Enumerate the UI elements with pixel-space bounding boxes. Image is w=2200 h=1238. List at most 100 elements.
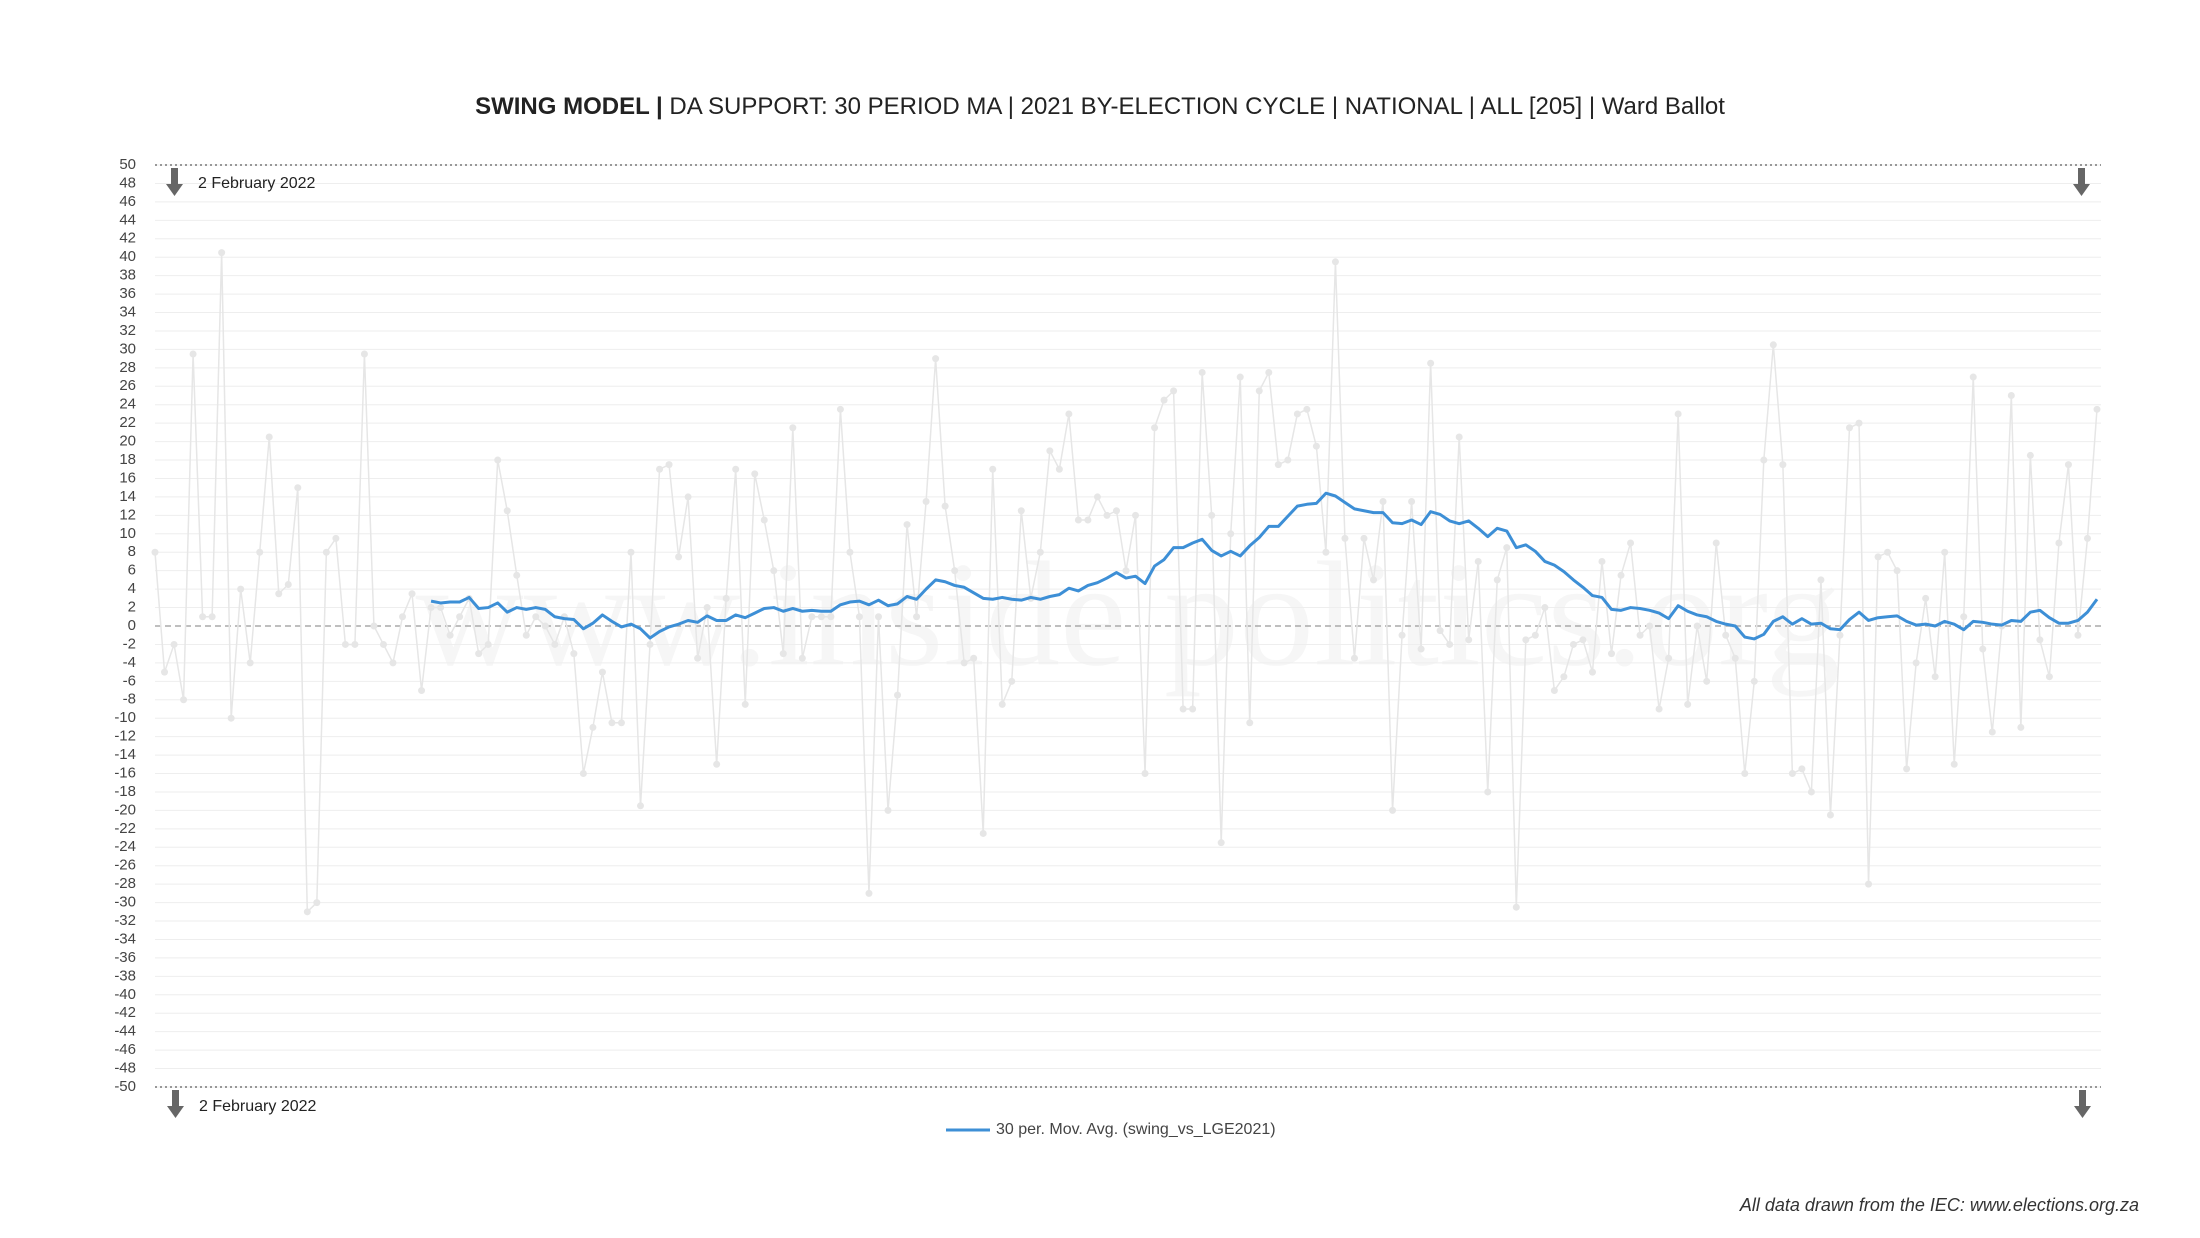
data-point — [1132, 511, 1140, 519]
legend-label: 30 per. Mov. Avg. (swing_vs_LGE2021) — [996, 1121, 1276, 1138]
data-point — [1217, 839, 1225, 847]
data-point — [675, 553, 683, 561]
data-point — [1674, 410, 1682, 418]
arrows — [166, 168, 2091, 1118]
y-tick-label: 42 — [119, 230, 136, 247]
data-point — [2083, 534, 2091, 542]
y-tick-label: -14 — [114, 746, 136, 763]
data-point — [1969, 373, 1977, 381]
data-point — [456, 613, 464, 621]
data-point — [1950, 760, 1958, 768]
y-tick-label: 18 — [119, 451, 136, 468]
y-tick-label: -46 — [114, 1041, 136, 1058]
arrow-shaft — [172, 1090, 179, 1108]
data-point — [1112, 507, 1120, 515]
y-tick-label: -32 — [114, 912, 136, 929]
data-point — [199, 613, 207, 621]
data-point — [2074, 631, 2082, 639]
y-tick-label: -8 — [123, 691, 136, 708]
y-tick-label: 50 — [119, 156, 136, 173]
data-point — [522, 631, 530, 639]
data-point — [1845, 424, 1853, 432]
data-point — [1588, 668, 1596, 676]
data-point — [1427, 359, 1435, 367]
data-point — [494, 456, 502, 464]
data-point — [189, 350, 197, 358]
data-point — [284, 581, 292, 589]
data-point — [180, 696, 188, 704]
data-point — [836, 405, 844, 413]
y-tick-label: 48 — [119, 174, 136, 191]
data-point — [1293, 410, 1301, 418]
data-point — [1531, 631, 1539, 639]
y-tick-label: 6 — [128, 562, 136, 579]
y-tick-label: -36 — [114, 949, 136, 966]
data-point — [1046, 447, 1054, 455]
data-point — [589, 723, 597, 731]
data-point — [1389, 806, 1397, 814]
y-tick-label: -12 — [114, 728, 136, 745]
y-tick-label: -48 — [114, 1060, 136, 1077]
y-tick-label: -20 — [114, 801, 136, 818]
chart-title: SWING MODEL | DA SUPPORT: 30 PERIOD MA |… — [475, 93, 1725, 120]
arrow-head — [167, 1106, 184, 1118]
data-point — [722, 594, 730, 602]
data-point — [161, 668, 169, 676]
arrow-head — [166, 184, 183, 196]
data-point — [475, 650, 483, 658]
data-point — [694, 654, 702, 662]
data-point — [1484, 788, 1492, 796]
data-point — [2026, 451, 2034, 459]
data-point — [627, 548, 635, 556]
data-point — [1684, 700, 1692, 708]
data-point — [1788, 770, 1796, 778]
y-tick-label: 38 — [119, 267, 136, 284]
data-point — [418, 687, 426, 695]
data-point — [1065, 410, 1073, 418]
data-point — [1246, 719, 1254, 727]
data-point — [703, 604, 711, 612]
data-point — [1436, 627, 1444, 635]
y-tick-label: -30 — [114, 894, 136, 911]
y-tick-label: 34 — [119, 303, 136, 320]
data-point — [1550, 687, 1558, 695]
data-point — [503, 507, 511, 515]
data-point — [1988, 728, 1996, 736]
data-point — [1893, 567, 1901, 575]
data-point — [208, 613, 216, 621]
data-point — [341, 640, 349, 648]
y-tick-label: -22 — [114, 820, 136, 837]
data-point — [218, 249, 226, 257]
y-tick-label: 24 — [119, 396, 136, 413]
data-point — [684, 493, 692, 501]
data-point — [1474, 557, 1482, 565]
y-tick-label: -50 — [114, 1078, 136, 1095]
y-tick-label: -40 — [114, 986, 136, 1003]
data-point — [1408, 498, 1416, 506]
data-point — [1322, 548, 1330, 556]
data-point — [360, 350, 368, 358]
data-point — [951, 567, 959, 575]
data-point — [1512, 903, 1520, 911]
data-point — [1941, 548, 1949, 556]
data-point — [884, 806, 892, 814]
data-point — [313, 899, 321, 907]
data-point — [1274, 461, 1282, 469]
data-point — [1541, 604, 1549, 612]
data-point — [2017, 723, 2025, 731]
data-point — [1170, 387, 1178, 395]
data-point — [979, 829, 987, 837]
data-point — [151, 548, 159, 556]
title-rest: DA SUPPORT: 30 PERIOD MA | 2021 BY-ELECT… — [663, 93, 1726, 120]
data-point — [751, 470, 759, 478]
data-point — [970, 654, 978, 662]
data-point — [1855, 419, 1863, 427]
y-tick-label: 14 — [119, 488, 136, 505]
data-point — [1008, 677, 1016, 685]
data-point — [741, 700, 749, 708]
data-point — [1884, 548, 1892, 556]
data-point — [1741, 770, 1749, 778]
data-point — [1750, 677, 1758, 685]
data-point — [1712, 539, 1720, 547]
arrow-shaft — [2079, 1090, 2086, 1108]
